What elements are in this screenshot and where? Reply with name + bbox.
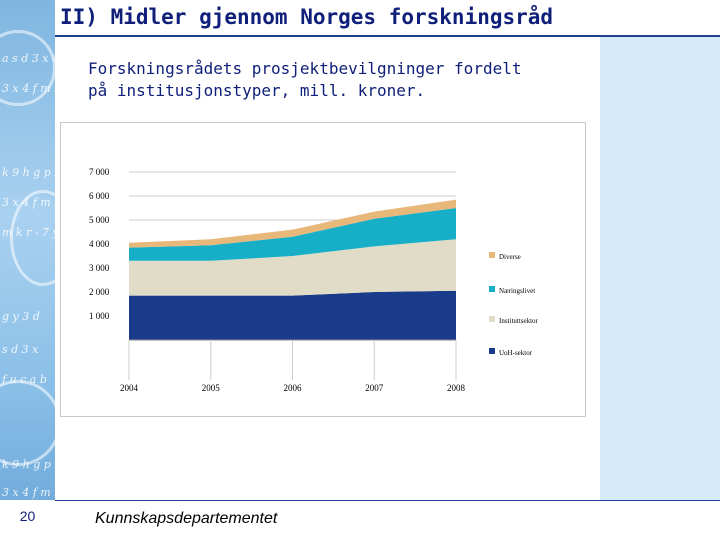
- decorative-formula: k 9 h g p 2: [2, 458, 55, 471]
- decorative-formula: a s d 3 x 4: [2, 52, 55, 65]
- decorative-formula: s d 3 x: [2, 343, 39, 356]
- y-tick-label: 6 000: [89, 191, 110, 201]
- y-tick-label: 7 000: [89, 167, 110, 177]
- swirl-shape: [0, 380, 55, 466]
- subtitle-line-2: på institusjonstyper, mill. kroner.: [88, 81, 426, 100]
- area-series-uoh-sektor: [129, 290, 456, 340]
- footer-divider: [55, 500, 720, 501]
- legend-swatch: [489, 316, 495, 322]
- footer-ministry-name: Kunnskapsdepartementet: [95, 510, 278, 527]
- y-tick-label: 5 000: [89, 215, 110, 225]
- decorative-formula: k 9 h g p 2: [2, 166, 55, 179]
- header-divider: [55, 35, 720, 37]
- legend-label: Næringslivet: [499, 287, 535, 295]
- x-tick-label: 2007: [365, 383, 384, 393]
- swirl-shape: [0, 30, 55, 106]
- decorative-formula: g y 3 d: [2, 310, 40, 323]
- y-tick-label: 2 000: [89, 287, 110, 297]
- y-tick-label: 1 000: [89, 311, 110, 321]
- legend-swatch: [489, 252, 495, 258]
- header-bar: [55, 0, 720, 35]
- chart-subtitle: Forskningsrådets prosjektbevilgninger fo…: [88, 58, 588, 102]
- x-tick-label: 2008: [447, 383, 466, 393]
- area-series-instituttsektor: [129, 239, 456, 296]
- decorative-formula: m k r - 7 y: [2, 226, 55, 239]
- decorative-formula: 3 x 4 f m k: [2, 196, 55, 209]
- slide-title: II) Midler gjennom Norges forskningsråd: [60, 5, 554, 29]
- area-series-diverse: [129, 199, 456, 248]
- subtitle-line-1: Forskningsrådets prosjektbevilgninger fo…: [88, 59, 522, 78]
- legend-swatch: [489, 286, 495, 292]
- decorative-side-strip: a s d 3 x 4 3 x 4 f m k k 9 h g p 2 3 x …: [0, 0, 55, 540]
- legend-label: Instituttsektor: [499, 317, 539, 325]
- decorative-formula: 3 x 4 f m k: [2, 486, 55, 499]
- stacked-area-chart: 1 000 2 000 3 000 4 000 5 000 6 000 7 000 2004 2…: [89, 167, 539, 393]
- y-tick-label: 3 000: [89, 263, 110, 273]
- x-tick-label: 2006: [284, 383, 303, 393]
- x-tick-label: 2005: [202, 383, 221, 393]
- page-number: 20: [0, 500, 55, 540]
- legend-label: UoH-sektor: [499, 349, 533, 357]
- right-panel: [600, 37, 720, 500]
- y-tick-label: 4 000: [89, 239, 110, 249]
- area-series-n-ringslivet: [129, 208, 456, 261]
- decorative-formula: 3 x 4 f m k: [2, 82, 55, 95]
- x-tick-label: 2004: [120, 383, 139, 393]
- legend-swatch: [489, 348, 495, 354]
- decorative-formula: f u c a b: [2, 373, 47, 386]
- chart-container: 1 000 2 000 3 000 4 000 5 000 6 000 7 000 2004 2…: [60, 122, 586, 417]
- legend-label: Diverse: [499, 253, 521, 261]
